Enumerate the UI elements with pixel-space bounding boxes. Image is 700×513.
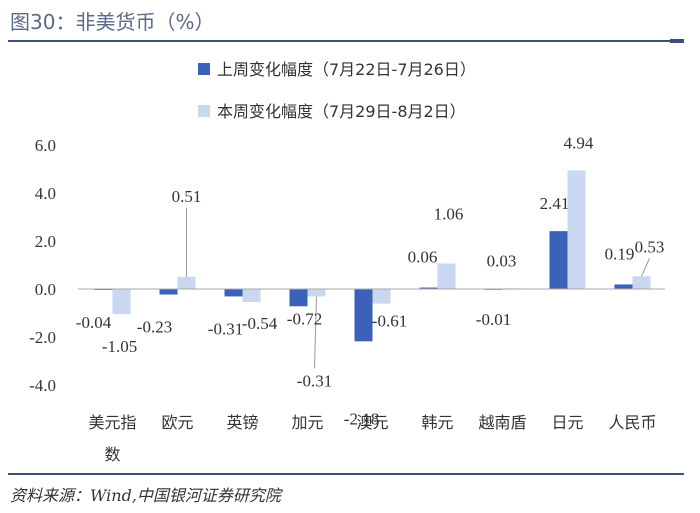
data-label: 0.51 <box>172 187 202 206</box>
data-label: 2.41 <box>540 194 570 213</box>
data-label: -0.23 <box>137 318 172 337</box>
x-category-label: 人民币 <box>608 413 656 432</box>
bar-this-week <box>437 263 456 289</box>
label-leader-line <box>314 296 317 369</box>
y-tick-label: 6.0 <box>35 136 56 155</box>
figure-title: 图30：非美货币（%） <box>10 10 215 34</box>
bar-this-week <box>632 276 651 289</box>
data-label: -0.31 <box>297 371 332 390</box>
label-leader-line <box>641 258 650 277</box>
data-labels: -0.04-1.05-0.230.51-0.31-0.54 -0.72-0.31-… <box>76 133 665 428</box>
x-category-label: 韩元 <box>421 413 453 432</box>
data-label: -0.61 <box>372 312 407 331</box>
legend-label-2: 本周变化幅度（7月29日-8月2日） <box>217 102 466 121</box>
bar-this-week <box>177 276 196 289</box>
data-label: -0.31 <box>208 319 243 338</box>
x-category-label: 欧元 <box>161 413 193 432</box>
legend-swatch-2 <box>198 105 210 117</box>
bar-last-week <box>549 231 568 289</box>
data-label: -0.04 <box>76 313 112 332</box>
data-label: 4.94 <box>564 133 594 152</box>
legend: 上周变化幅度（7月22日-7月26日） 本周变化幅度（7月29日-8月2日） <box>198 60 476 121</box>
footer-rule <box>8 473 684 475</box>
bar-last-week <box>289 289 308 307</box>
data-label: -0.01 <box>476 310 511 329</box>
label-leaders <box>186 207 650 369</box>
data-label: -0.54 <box>242 314 278 333</box>
bar-last-week <box>159 289 178 295</box>
legend-swatch-1 <box>198 63 210 75</box>
x-category-label: 加元 <box>291 413 323 432</box>
data-label: 0.06 <box>408 248 438 267</box>
data-label: -1.05 <box>102 337 137 356</box>
x-category-label: 越南盾 <box>478 413 526 432</box>
data-label: -2.18 <box>344 409 379 428</box>
y-tick-label: 0.0 <box>35 280 56 299</box>
bar-chart: 上周变化幅度（7月22日-7月26日） 本周变化幅度（7月29日-8月2日） 6.… <box>29 60 665 464</box>
x-category-label: 美元指数 <box>88 413 136 464</box>
bar-last-week <box>419 287 438 289</box>
title-rule-accent <box>670 39 684 43</box>
title-rule <box>8 40 684 42</box>
bar-this-week <box>372 289 391 304</box>
y-tick-label: 4.0 <box>35 184 56 203</box>
bar-last-week <box>354 289 373 342</box>
y-tick-label: -2.0 <box>29 328 56 347</box>
x-category-label: 日元 <box>551 413 583 432</box>
source-note: 资料来源：Wind,中国银河证券研究院 <box>10 486 281 505</box>
y-axis: 6.0 4.0 2.0 0.0 -2.0 -4.0 <box>29 136 56 395</box>
bar-this-week <box>112 289 131 315</box>
bar-last-week <box>224 289 243 297</box>
bar-this-week <box>307 289 326 297</box>
x-axis: 美元指数 欧元 英镑 加元 澳元 韩元 越南盾 日元 人民币 <box>78 288 665 464</box>
x-category-label: 澳元 <box>356 413 388 432</box>
data-label: 0.53 <box>635 237 665 256</box>
y-tick-label: -4.0 <box>29 376 56 395</box>
data-label: 0.19 <box>605 244 635 263</box>
data-label: -0.72 <box>287 309 322 328</box>
bar-this-week <box>567 170 586 289</box>
legend-label-1: 上周变化幅度（7月22日-7月26日） <box>217 60 476 79</box>
x-category-label: 英镑 <box>226 413 258 432</box>
y-tick-label: 2.0 <box>35 232 56 251</box>
bar-last-week <box>614 284 633 289</box>
data-label: 1.06 <box>434 205 464 224</box>
data-label: 0.03 <box>487 251 517 270</box>
bar-this-week <box>242 289 261 302</box>
